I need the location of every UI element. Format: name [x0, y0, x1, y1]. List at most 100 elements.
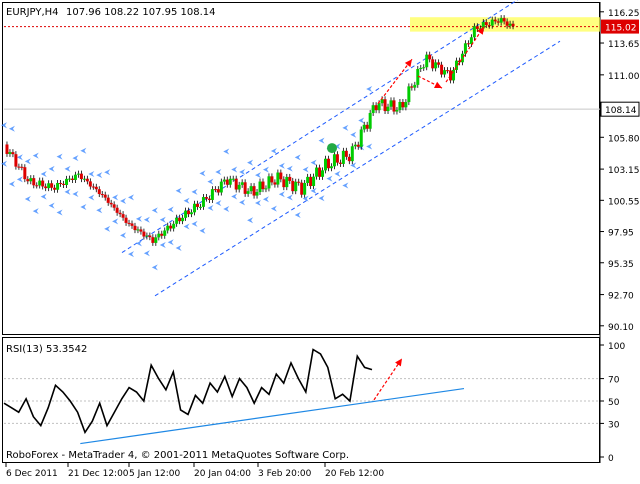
candle-body	[175, 217, 179, 224]
fractal-up-arrow	[350, 131, 357, 138]
candle-body	[499, 18, 503, 23]
candle-body	[20, 166, 24, 168]
candle-body	[329, 166, 333, 169]
fractal-down-arrow	[16, 176, 23, 183]
candle-body	[53, 187, 57, 190]
candle-body	[452, 69, 456, 81]
candle-body	[157, 233, 161, 238]
forecast-arrow-1	[377, 58, 413, 105]
candle-body	[276, 172, 280, 185]
candle-body	[404, 102, 408, 108]
candle-body	[178, 217, 182, 222]
candle-body	[466, 43, 470, 45]
candle-body	[237, 184, 241, 190]
fractal-down-arrow	[255, 199, 262, 206]
candle-body	[416, 68, 420, 85]
candle-body	[264, 188, 268, 190]
fractal-down-arrow	[104, 225, 111, 232]
candle-body	[222, 179, 226, 182]
forecast-arrow-3	[445, 26, 485, 83]
candle-body	[502, 18, 506, 22]
fractal-down-arrow	[56, 209, 63, 216]
fractal-down-arrow	[8, 180, 15, 187]
channel-lower-line	[154, 40, 561, 297]
candle-body	[294, 181, 298, 192]
fractal-down-arrow	[215, 200, 222, 207]
candle-body	[29, 178, 33, 182]
rsi-tick-label: 50	[608, 398, 620, 408]
candle-body	[145, 235, 149, 237]
fractal-up-arrow	[32, 152, 39, 159]
fractal-down-arrow	[32, 208, 39, 215]
fractal-up-arrow	[358, 117, 365, 124]
candle-body	[285, 176, 289, 188]
candle-body	[303, 182, 307, 195]
candle-body	[201, 197, 205, 207]
time-tick-label: 20 Jan 04:00	[194, 469, 251, 479]
candle-body	[460, 53, 464, 63]
fractal-down-arrow	[310, 187, 317, 194]
candle-body	[38, 180, 42, 186]
time-tick-label: 21 Dec 12:00	[68, 469, 129, 479]
candle-body	[240, 182, 244, 185]
candle-body	[130, 223, 134, 226]
candle-body	[326, 158, 330, 169]
candle-body	[234, 178, 238, 190]
candle-body	[270, 176, 274, 183]
candle-body	[82, 178, 86, 180]
candle-body	[124, 217, 128, 223]
fractal-up-arrow	[16, 154, 23, 161]
candle-body	[118, 212, 122, 215]
candle-body	[207, 198, 211, 200]
candle-body	[347, 156, 351, 162]
price-tick-label: 100.55	[608, 197, 640, 207]
fractal-down-arrow	[239, 199, 246, 206]
fractal-down-arrow	[167, 239, 174, 246]
candle-body	[32, 178, 36, 186]
candle-body	[73, 174, 77, 180]
candle-body	[225, 179, 229, 185]
candle-body	[121, 214, 125, 218]
candle-body	[425, 54, 429, 68]
candle-body	[321, 170, 325, 177]
fractal-up-arrow	[24, 158, 31, 165]
candle-body	[282, 179, 286, 188]
candle-body	[440, 64, 444, 75]
candle-body	[419, 67, 423, 69]
rsi-tick-label: 70	[608, 376, 620, 386]
fractal-down-arrow	[366, 143, 373, 150]
candle-body	[511, 23, 515, 27]
fractal-down-arrow	[270, 205, 277, 212]
fractal-up-arrow	[191, 188, 198, 195]
candle-body	[309, 176, 313, 187]
fractal-up-arrow	[143, 216, 150, 223]
fractal-down-arrow	[120, 232, 127, 239]
fractal-down-arrow	[207, 205, 214, 212]
fractal-up-arrow	[48, 165, 55, 172]
candle-body	[410, 86, 414, 88]
candle-body	[258, 181, 262, 193]
candle-body	[422, 67, 426, 69]
candle-body	[338, 162, 342, 164]
fractal-up-arrow	[175, 187, 182, 194]
candle-body	[213, 189, 217, 191]
rsi-tick-label: 100	[608, 342, 625, 352]
candle-body	[401, 101, 405, 108]
rsi-line	[3, 348, 373, 435]
price-tick-label: 97.95	[608, 229, 634, 239]
candle-body	[353, 144, 357, 147]
fractal-down-arrow	[262, 196, 269, 203]
candle-body	[434, 62, 438, 69]
candle-body	[481, 22, 485, 29]
fractal-down-arrow	[143, 250, 150, 257]
fractal-down-arrow	[40, 193, 47, 200]
rsi-forecast-arrow	[373, 358, 403, 401]
current-price-label: 108.14	[605, 106, 637, 116]
candle-body	[449, 70, 453, 81]
fractal-up-arrow	[239, 169, 246, 176]
fractal-down-arrow	[48, 202, 55, 209]
candle-body	[148, 235, 152, 238]
candle-body	[395, 110, 399, 112]
fractal-down-arrow	[64, 188, 71, 195]
